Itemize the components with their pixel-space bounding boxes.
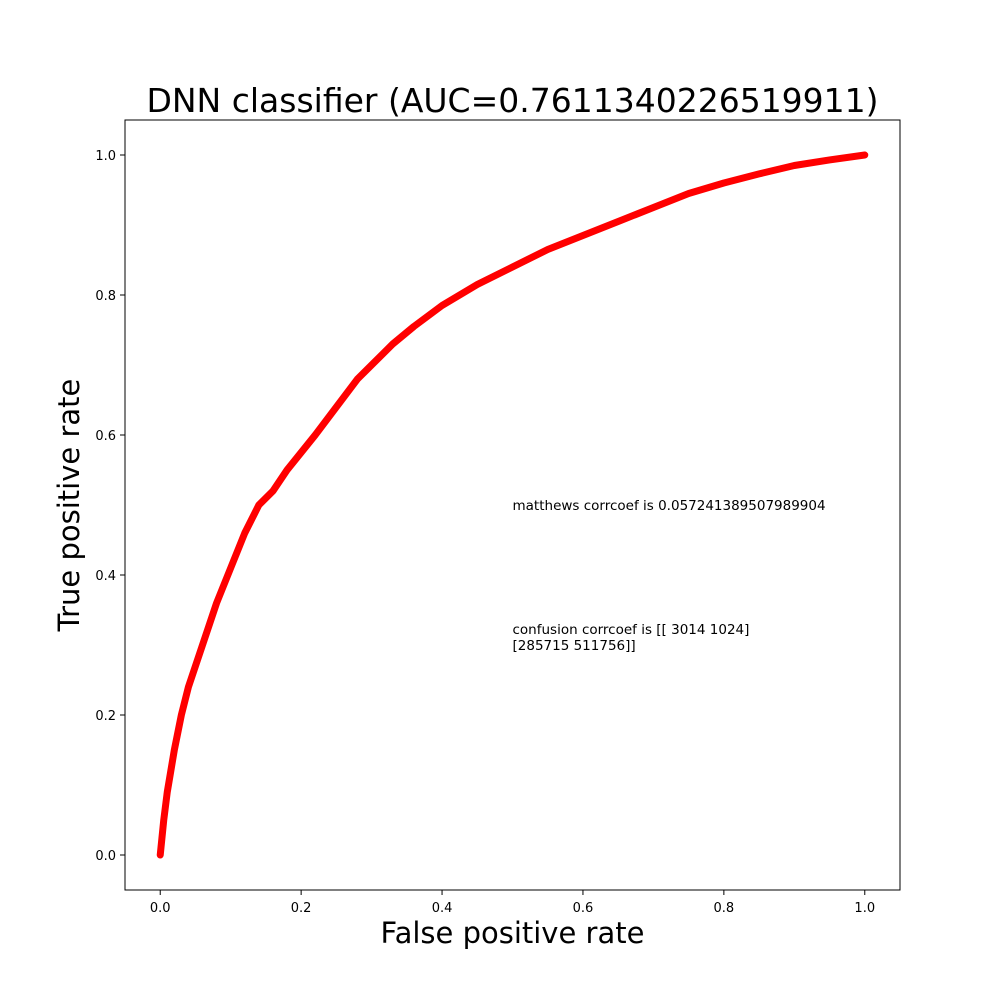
- x-axis-label: False positive rate: [381, 916, 645, 950]
- chart-title: DNN classifier (AUC=0.7611340226519911): [146, 81, 878, 120]
- y-tick-label: 0.4: [95, 569, 116, 584]
- roc-curve-line: [156, 151, 869, 859]
- y-axis-label: True positive rate: [52, 379, 86, 633]
- annotation-text: matthews corrcoef is 0.05724138950798990…: [513, 498, 826, 514]
- y-tick-label: 0.0: [95, 849, 116, 864]
- annotation-text: [285715 511756]]: [513, 638, 636, 654]
- x-tick-label: 0.6: [573, 901, 594, 916]
- y-tick-label: 0.8: [95, 289, 116, 304]
- plot-area: [156, 151, 869, 859]
- y-tick-label: 0.6: [95, 429, 116, 444]
- annotation-text: confusion corrcoef is [[ 3014 1024]: [513, 622, 750, 638]
- x-tick-label: 0.4: [432, 901, 453, 916]
- x-tick-label: 0.8: [714, 901, 735, 916]
- plot-frame: [124, 119, 901, 891]
- x-tick-label: 0.2: [291, 901, 312, 916]
- y-tick-label: 0.2: [95, 709, 116, 724]
- x-axis: 0.0 0.2 0.4 0.6 0.8 1.0: [150, 890, 875, 916]
- annotations: matthews corrcoef is 0.05724138950798990…: [513, 498, 826, 654]
- x-tick-label: 0.0: [150, 901, 171, 916]
- y-axis: 0.0 0.2 0.4 0.6 0.8 1.0: [95, 149, 125, 864]
- x-tick-label: 1.0: [854, 901, 875, 916]
- y-tick-label: 1.0: [95, 149, 116, 164]
